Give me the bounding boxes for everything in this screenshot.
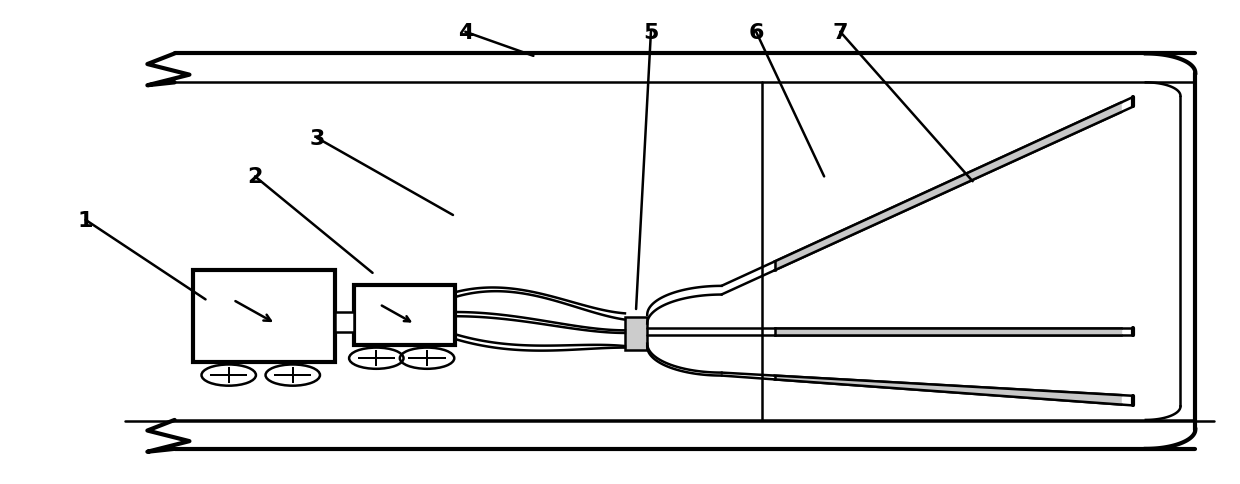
Bar (336, 312, 353, 332)
Bar (193, 271, 336, 363)
Polygon shape (775, 103, 1121, 271)
Text: 4: 4 (458, 23, 472, 43)
Bar (625, 318, 647, 350)
Polygon shape (775, 376, 1121, 405)
Text: 5: 5 (644, 23, 658, 43)
Text: 3: 3 (309, 129, 325, 149)
Text: 6: 6 (749, 23, 764, 43)
Polygon shape (775, 328, 1121, 336)
Bar (353, 285, 455, 346)
Text: 7: 7 (832, 23, 848, 43)
Text: 2: 2 (247, 167, 263, 187)
Text: 1: 1 (78, 211, 93, 230)
